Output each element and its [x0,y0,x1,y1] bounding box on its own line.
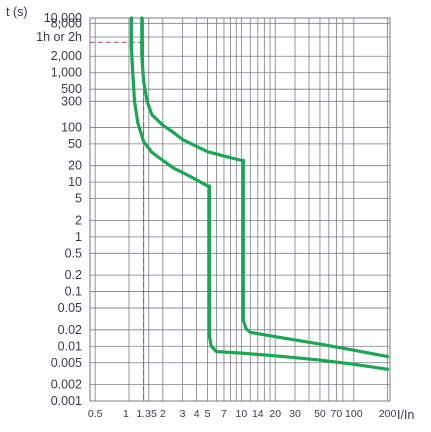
y-tick-label: 0.002 [51,378,82,392]
trip-curve-line-2 [140,16,390,359]
y-tick-label: 50 [68,137,82,151]
x-tick-label: 70 [331,408,343,420]
x-tick-label: 1 [123,408,129,420]
x-tick-label: 1.35 [136,408,157,420]
x-tick-label: 10 [236,408,248,420]
trip-curve-line-1 [129,16,390,371]
y-tick-label: 0.5 [65,246,82,260]
grid [89,17,391,402]
y-tick-label: 0.01 [58,339,82,353]
y-tick-label: 0.2 [65,268,82,282]
y-tick-label: 0.001 [51,394,82,408]
x-tick-label: 3 [180,408,186,420]
y-tick-label: 10 [68,175,82,189]
y-tick-label: 2,000 [51,49,82,63]
y-tick-label: 1 [75,230,82,244]
y-tick-label: 0.02 [58,323,82,337]
x-tick-label: 2 [160,408,166,420]
x-axis-title: I/In [397,408,414,422]
x-tick-labels: 0.5 1 1.35 2 3 4 5 7 10 14 20 30 50 70 100 200 [88,408,397,420]
x-tick-label: 30 [289,408,301,420]
x-tick-label: 7 [221,408,227,420]
y-tick-label: 1h or 2h [36,30,82,44]
curves [129,16,390,371]
x-tick-label: 50 [314,408,326,420]
x-tick-label: 200 [379,408,397,420]
y-tick-label: 500 [61,82,82,96]
y-tick-label: 0.05 [58,301,82,315]
y-tick-label: 1,000 [51,66,82,80]
x-tick-label: 0.5 [88,408,103,420]
y-tick-label: 8,000 [51,16,82,30]
y-tick-label: 10,000 [44,11,82,25]
x-tick-label: 20 [269,408,281,420]
plot-frame [89,17,391,402]
marker-lines [90,41,145,401]
y-tick-label: 20 [68,159,82,173]
y-axis-title: t (s) [6,5,28,19]
x-tick-label: 100 [345,408,363,420]
y-tick-label: 2 [75,213,82,227]
y-tick-label: 100 [61,120,82,134]
y-tick-label: 0.1 [65,285,82,299]
x-tick-label: 5 [205,408,211,420]
y-tick-label: 300 [61,94,82,108]
y-tick-label: 0.005 [51,356,82,370]
x-tick-label: 4 [194,408,200,420]
y-tick-label: 5 [75,192,82,206]
x-tick-label: 14 [252,408,264,420]
